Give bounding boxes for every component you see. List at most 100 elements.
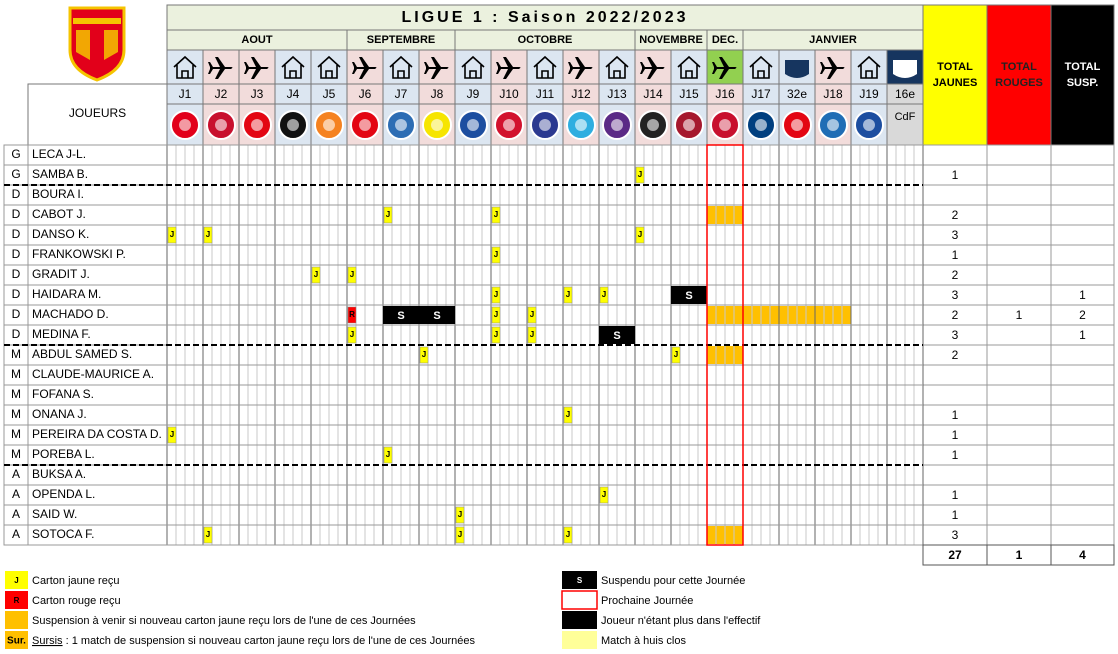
player-total: 1 [952, 408, 959, 422]
yellow-card [347, 326, 357, 344]
legend-description: Joueur n'étant plus dans l'effectif [601, 615, 761, 627]
suspension-label: S [613, 330, 620, 342]
opponent-logo-inner [719, 119, 731, 131]
round-label: J3 [251, 87, 264, 101]
card-label: J [458, 510, 462, 519]
player-name: FOFANA S. [32, 387, 94, 401]
player-name: POREBA L. [32, 447, 95, 461]
legend-key: J [14, 576, 18, 585]
home-icon [857, 55, 881, 79]
totals-header [986, 4, 1052, 146]
legend-key: R [14, 596, 20, 605]
suspension-label: S [397, 310, 404, 322]
opponent-logo-inner [755, 119, 767, 131]
yellow-card [563, 286, 573, 304]
pending-suspension [779, 306, 788, 324]
yellow-card [527, 306, 537, 324]
pending-suspension [725, 206, 734, 224]
card-label: J [386, 450, 390, 459]
player-pos: D [12, 287, 21, 301]
home-icon [461, 55, 485, 79]
total-cell [1050, 184, 1115, 206]
round-label: J6 [359, 87, 372, 101]
yellow-card [671, 346, 681, 364]
yellow-card [491, 206, 501, 224]
legend-description: Suspension à venir si nouveau carton jau… [32, 615, 416, 627]
round-label: J15 [679, 87, 699, 101]
legend-text: Prochaine Journée [601, 595, 693, 607]
total-cell [986, 364, 1052, 386]
pending-suspension [707, 526, 716, 544]
round-label: J1 [179, 87, 192, 101]
player-name: CLAUDE-MAURICE A. [32, 367, 154, 381]
legend-swatch [5, 571, 28, 589]
player-total: 1 [952, 488, 959, 502]
total-cell [986, 444, 1052, 466]
venue-cell [382, 49, 420, 85]
total-cell [986, 184, 1052, 206]
opponent-logo-inner [431, 119, 443, 131]
legend-description: Carton rouge reçu [32, 595, 121, 607]
card-label: J [494, 290, 498, 299]
player-total: 3 [952, 288, 959, 302]
next-matchday-outline [706, 144, 744, 546]
pending-suspension [797, 306, 806, 324]
player-pos: M [11, 387, 21, 401]
away-icon [820, 57, 845, 79]
yellow-card [635, 166, 645, 184]
totals-header-label: TOTAL [1065, 61, 1101, 73]
yellow-card [491, 246, 501, 264]
player-pos: G [11, 167, 20, 181]
pending-suspension [716, 306, 725, 324]
player-name: MEDINA F. [32, 327, 91, 341]
legend-description: Match à huis clos [601, 635, 686, 647]
total-cell [986, 144, 1052, 166]
round-label: J11 [536, 87, 555, 101]
pending-suspension [761, 306, 770, 324]
legend-swatch [561, 590, 598, 610]
yellow-card [599, 286, 609, 304]
total-cell [986, 504, 1052, 526]
opponent-logo-inner [611, 119, 623, 131]
pending-suspension [824, 306, 833, 324]
card-label: J [314, 270, 318, 279]
yellow-card [563, 526, 573, 544]
legend-description: Prochaine Journée [601, 595, 693, 607]
card-label: J [530, 330, 534, 339]
opponent-logo-inner [215, 119, 227, 131]
yellow-card [383, 206, 393, 224]
pending-suspension [734, 526, 743, 544]
pending-suspension [725, 346, 734, 364]
card-label: J [566, 290, 570, 299]
total-cell [986, 164, 1052, 186]
round-label: J4 [287, 87, 300, 101]
opponent-logo-inner [287, 119, 299, 131]
round-label: J19 [859, 87, 879, 101]
round-label: J2 [215, 87, 228, 101]
round-label: J9 [467, 87, 480, 101]
round-label: J14 [643, 87, 663, 101]
opponent-logo-inner [539, 119, 551, 131]
away-icon [496, 57, 521, 79]
player-name: SAID W. [32, 507, 77, 521]
away-icon [640, 57, 665, 79]
player-name: SOTOCA F. [32, 527, 94, 541]
card-label: J [638, 230, 642, 239]
suspension-label: S [433, 310, 440, 322]
grand-total: 1 [1016, 548, 1023, 562]
player-pos: A [12, 487, 20, 501]
total-cell [1050, 444, 1115, 466]
player-name: CABOT J. [32, 207, 86, 221]
yellow-card [167, 226, 177, 244]
suspension-mark [671, 286, 707, 304]
card-label: J [350, 270, 354, 279]
home-icon [533, 55, 557, 79]
pending-suspension [734, 206, 743, 224]
opponent-logo-inner [395, 119, 407, 131]
player-total: 2 [952, 268, 959, 282]
pending-suspension [788, 306, 797, 324]
card-label: J [566, 530, 570, 539]
home-icon [173, 55, 197, 79]
month-label: OCTOBRE [518, 34, 573, 46]
yellow-card [203, 526, 213, 544]
